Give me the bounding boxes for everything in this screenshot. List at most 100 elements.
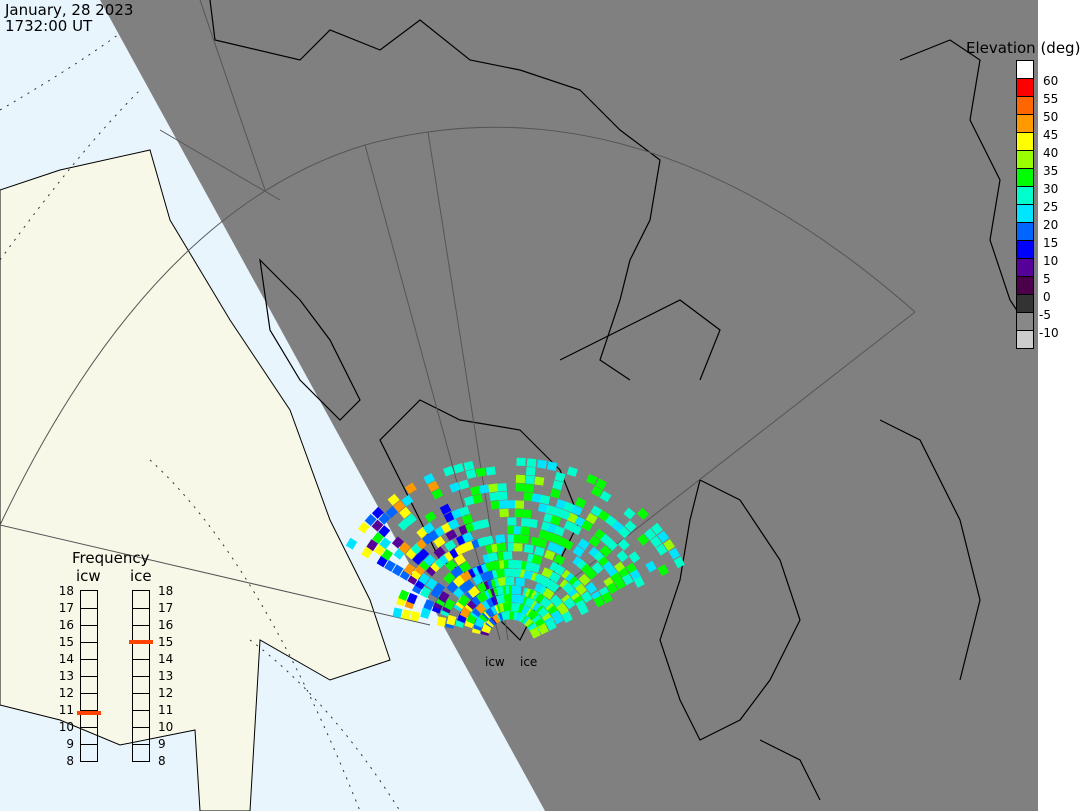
echo-cell: [378, 525, 391, 538]
coastlines: [209, 0, 1031, 801]
scale-swatch: [1016, 168, 1034, 187]
frequency-tick: 17: [158, 601, 174, 615]
echo-cell: [657, 564, 669, 577]
scale-swatch: [1016, 186, 1034, 205]
echo-cell: [534, 546, 545, 557]
echo-cell: [663, 539, 675, 552]
frequency-tick: 13: [158, 669, 174, 683]
echo-cell: [514, 500, 525, 509]
echo-cell: [498, 491, 508, 501]
scale-label: 50: [1043, 110, 1059, 124]
frequency-tick: 11: [58, 703, 74, 717]
echo-cell: [550, 488, 561, 499]
echo-cell: [552, 612, 564, 625]
echo-cell: [384, 559, 396, 572]
latitude-grid: [0, 0, 401, 811]
echo-cell: [623, 507, 636, 520]
echo-cell: [424, 511, 437, 523]
echo-cell: [553, 554, 566, 566]
echo-cell: [506, 500, 517, 509]
echo-cell: [467, 585, 480, 598]
echo-cell: [392, 607, 403, 618]
right-margin: [1038, 0, 1084, 811]
radar-echo-cells: [345, 457, 685, 639]
echo-cell: [599, 545, 612, 558]
echo-cell: [423, 554, 436, 567]
scale-label: 45: [1043, 128, 1059, 142]
echo-cell: [561, 539, 574, 551]
echo-cell: [436, 616, 447, 627]
scale-swatch: [1016, 312, 1034, 331]
echo-cell: [570, 523, 582, 536]
echo-cell: [438, 590, 450, 603]
echo-cell: [401, 609, 412, 620]
echo-cell: [433, 582, 445, 595]
echo-cell: [655, 543, 668, 556]
echo-cell: [457, 594, 470, 607]
echo-cell: [578, 573, 591, 586]
echo-cell: [446, 614, 457, 626]
echo-cell: [495, 534, 506, 544]
frequency-title: Frequency: [72, 549, 150, 567]
echo-cell: [454, 553, 467, 566]
echo-cell: [673, 556, 685, 569]
echo-cell: [539, 494, 551, 505]
echo-cell: [463, 495, 475, 507]
echo-cell: [345, 537, 358, 550]
echo-cell: [523, 544, 534, 554]
echo-cell: [645, 560, 657, 573]
echo-cell: [379, 537, 392, 550]
echo-cell: [545, 505, 557, 516]
scale-label: 55: [1043, 92, 1059, 106]
frequency-tick: 8: [66, 754, 74, 768]
echo-cell: [521, 509, 532, 519]
echo-cell: [588, 535, 601, 548]
echo-cell: [403, 563, 416, 576]
scale-swatch: [1016, 60, 1034, 79]
echo-cell: [465, 469, 477, 480]
echo-cell: [554, 471, 566, 482]
echo-cell: [604, 515, 617, 527]
frequency-tick: 18: [158, 584, 174, 598]
echo-cell: [515, 474, 526, 484]
echo-cell: [622, 573, 634, 586]
scale-label: 30: [1043, 182, 1059, 196]
echo-cell: [523, 570, 534, 580]
echo-cell: [597, 509, 610, 522]
echo-cell: [427, 480, 440, 492]
echo-cell: [536, 538, 548, 549]
scale-swatch: [1016, 276, 1034, 295]
echo-cell: [366, 539, 379, 552]
echo-cell: [523, 492, 534, 502]
scale-label: 5: [1043, 272, 1051, 286]
ice-frequency-bar: [132, 590, 150, 762]
echo-cell: [497, 483, 507, 492]
echo-cell: [393, 500, 406, 513]
echo-cell: [547, 580, 560, 593]
frequency-tick: 12: [158, 686, 174, 700]
echo-cell: [445, 529, 458, 541]
echo-cell: [542, 588, 555, 600]
echo-cell: [617, 538, 630, 551]
echo-cell: [552, 543, 565, 555]
echo-cell: [423, 599, 435, 611]
echo-cell: [545, 619, 557, 631]
echo-cell: [419, 586, 432, 599]
date-label: January, 28 2023: [5, 1, 134, 19]
echo-cell: [637, 533, 650, 546]
echo-cell: [515, 577, 525, 587]
echo-cell: [515, 483, 525, 492]
scale-swatch: [1016, 204, 1034, 223]
echo-cell: [422, 522, 435, 535]
echo-cell: [591, 562, 604, 575]
echo-cell: [357, 521, 370, 534]
ice-frequency-label: ice: [130, 567, 152, 585]
scale-label: 35: [1043, 164, 1059, 178]
echo-cell: [555, 499, 567, 510]
echo-cell: [591, 485, 603, 498]
echo-cell: [401, 494, 414, 507]
frequency-tick: 8: [158, 754, 166, 768]
frequency-tick: 18: [58, 584, 74, 598]
frequency-tick: 14: [58, 652, 74, 666]
echo-cell: [519, 535, 530, 544]
